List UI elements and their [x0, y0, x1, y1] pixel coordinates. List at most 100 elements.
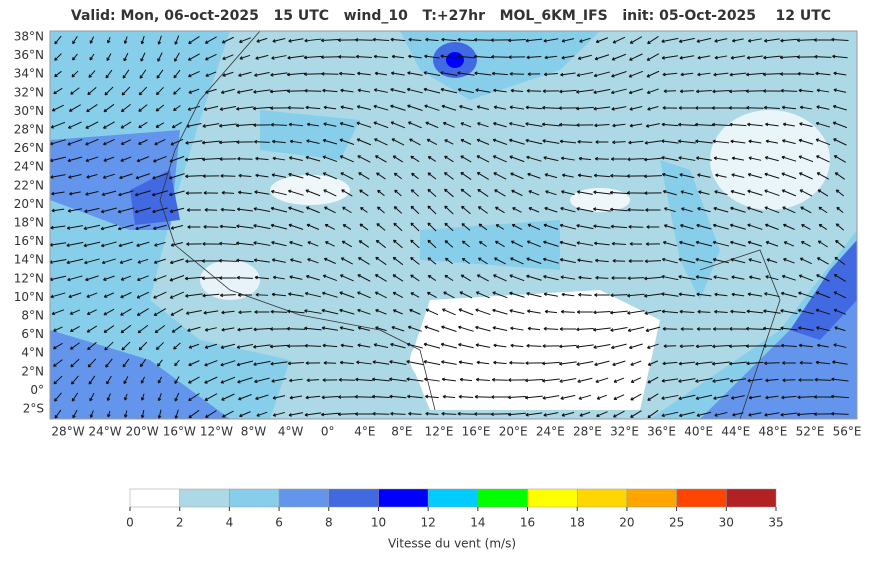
wind-arrow — [577, 258, 593, 263]
wind-arrow — [185, 309, 202, 315]
lat-label: 8°N — [21, 309, 44, 323]
wind-arrow — [798, 291, 814, 298]
wind-arrow — [816, 155, 830, 163]
wind-arrow — [239, 411, 251, 418]
wind-arrow — [444, 188, 454, 198]
wind-arrow — [427, 188, 437, 198]
wind-arrow — [612, 140, 626, 145]
wind-arrow — [323, 257, 336, 264]
wind-arrow — [745, 344, 764, 348]
wind-arrow — [305, 155, 321, 162]
wind-arrow — [541, 361, 560, 366]
wind-arrow — [799, 122, 813, 127]
lon-label: 16°W — [163, 425, 196, 439]
lon-label: 52°E — [796, 425, 825, 439]
wind-arrow — [461, 257, 471, 265]
wind-arrow — [373, 104, 389, 111]
wind-arrow — [85, 275, 99, 282]
wind-arrow — [492, 326, 508, 332]
wind-arrow — [731, 292, 745, 297]
wind-arrow — [558, 122, 577, 127]
wind-arrow — [188, 376, 200, 384]
wind-arrow — [679, 240, 695, 247]
wind-arrow — [460, 274, 472, 282]
wind-arrow — [782, 378, 796, 383]
wind-arrow — [512, 207, 522, 213]
wind-arrow — [745, 326, 764, 331]
wind-arrow — [728, 361, 747, 366]
wind-arrow — [50, 121, 66, 129]
wind-arrow — [661, 394, 679, 400]
wind-arrow — [781, 395, 797, 400]
wind-arrow — [186, 242, 202, 246]
wind-arrow — [779, 72, 798, 76]
wind-arrow — [695, 394, 713, 401]
wind-arrow — [375, 155, 387, 163]
wind-arrow — [509, 274, 525, 282]
wind-arrow — [748, 412, 762, 417]
wind-arrow — [220, 360, 236, 367]
wind-arrow — [662, 326, 678, 331]
colorbar-box — [129, 488, 180, 508]
wind-arrow — [678, 106, 696, 110]
wind-arrow — [407, 325, 422, 332]
wind-arrow — [834, 326, 846, 332]
wind-arrow — [646, 88, 659, 95]
wind-arrow — [695, 378, 713, 383]
wind-arrow — [594, 156, 609, 161]
wind-arrow — [339, 308, 355, 315]
wind-arrow — [833, 138, 847, 146]
wind-arrow — [157, 393, 162, 402]
wind-arrow — [391, 54, 405, 59]
wind-arrow — [105, 358, 113, 368]
wind-arrow — [138, 121, 148, 129]
wind-arrow — [83, 241, 101, 248]
wind-arrow — [560, 206, 576, 213]
wind-arrow — [140, 393, 145, 401]
wind-arrow — [425, 121, 439, 129]
wind-arrow — [254, 71, 270, 77]
wind-arrow — [711, 122, 730, 127]
wind-arrow — [137, 258, 149, 264]
wind-arrow — [746, 309, 764, 314]
wind-arrow — [340, 88, 354, 93]
wind-arrow — [595, 377, 609, 384]
wind-arrow — [103, 275, 115, 281]
colorbar-box — [477, 488, 528, 508]
wind-arrow — [305, 206, 320, 214]
wind-arrow — [153, 308, 167, 316]
wind-arrow — [375, 309, 387, 315]
wind-arrow — [441, 360, 457, 365]
wind-arrow — [781, 105, 796, 110]
wind-arrow — [697, 55, 711, 60]
wind-arrow — [579, 411, 591, 417]
wind-arrow — [355, 37, 373, 42]
wind-arrow — [138, 104, 148, 112]
wind-arrow — [559, 344, 577, 349]
wind-arrow — [629, 106, 643, 111]
wind-arrow — [203, 191, 219, 195]
wind-arrow — [493, 121, 507, 128]
wind-arrow — [203, 105, 219, 111]
wind-arrow — [51, 104, 64, 112]
colorbar-tick-label: 4 — [226, 516, 234, 530]
wind-arrow — [732, 412, 744, 417]
wind-arrow — [661, 257, 678, 264]
wind-arrow — [526, 309, 541, 314]
wind-arrow — [609, 190, 628, 195]
wind-arrow — [236, 106, 254, 111]
wind-arrow — [106, 393, 111, 401]
wind-arrow — [798, 88, 814, 93]
wind-arrow — [712, 327, 729, 331]
wind-arrow — [695, 89, 712, 94]
wind-arrow — [493, 360, 507, 365]
wind-arrow — [816, 343, 829, 348]
wind-arrow — [697, 207, 711, 213]
wind-arrow — [153, 291, 167, 299]
wind-arrow — [780, 326, 798, 331]
wind-arrow — [173, 105, 181, 112]
wind-arrow — [306, 378, 320, 383]
wind-arrow — [493, 105, 507, 110]
wind-arrow — [680, 327, 694, 331]
wind-arrow — [729, 378, 747, 383]
